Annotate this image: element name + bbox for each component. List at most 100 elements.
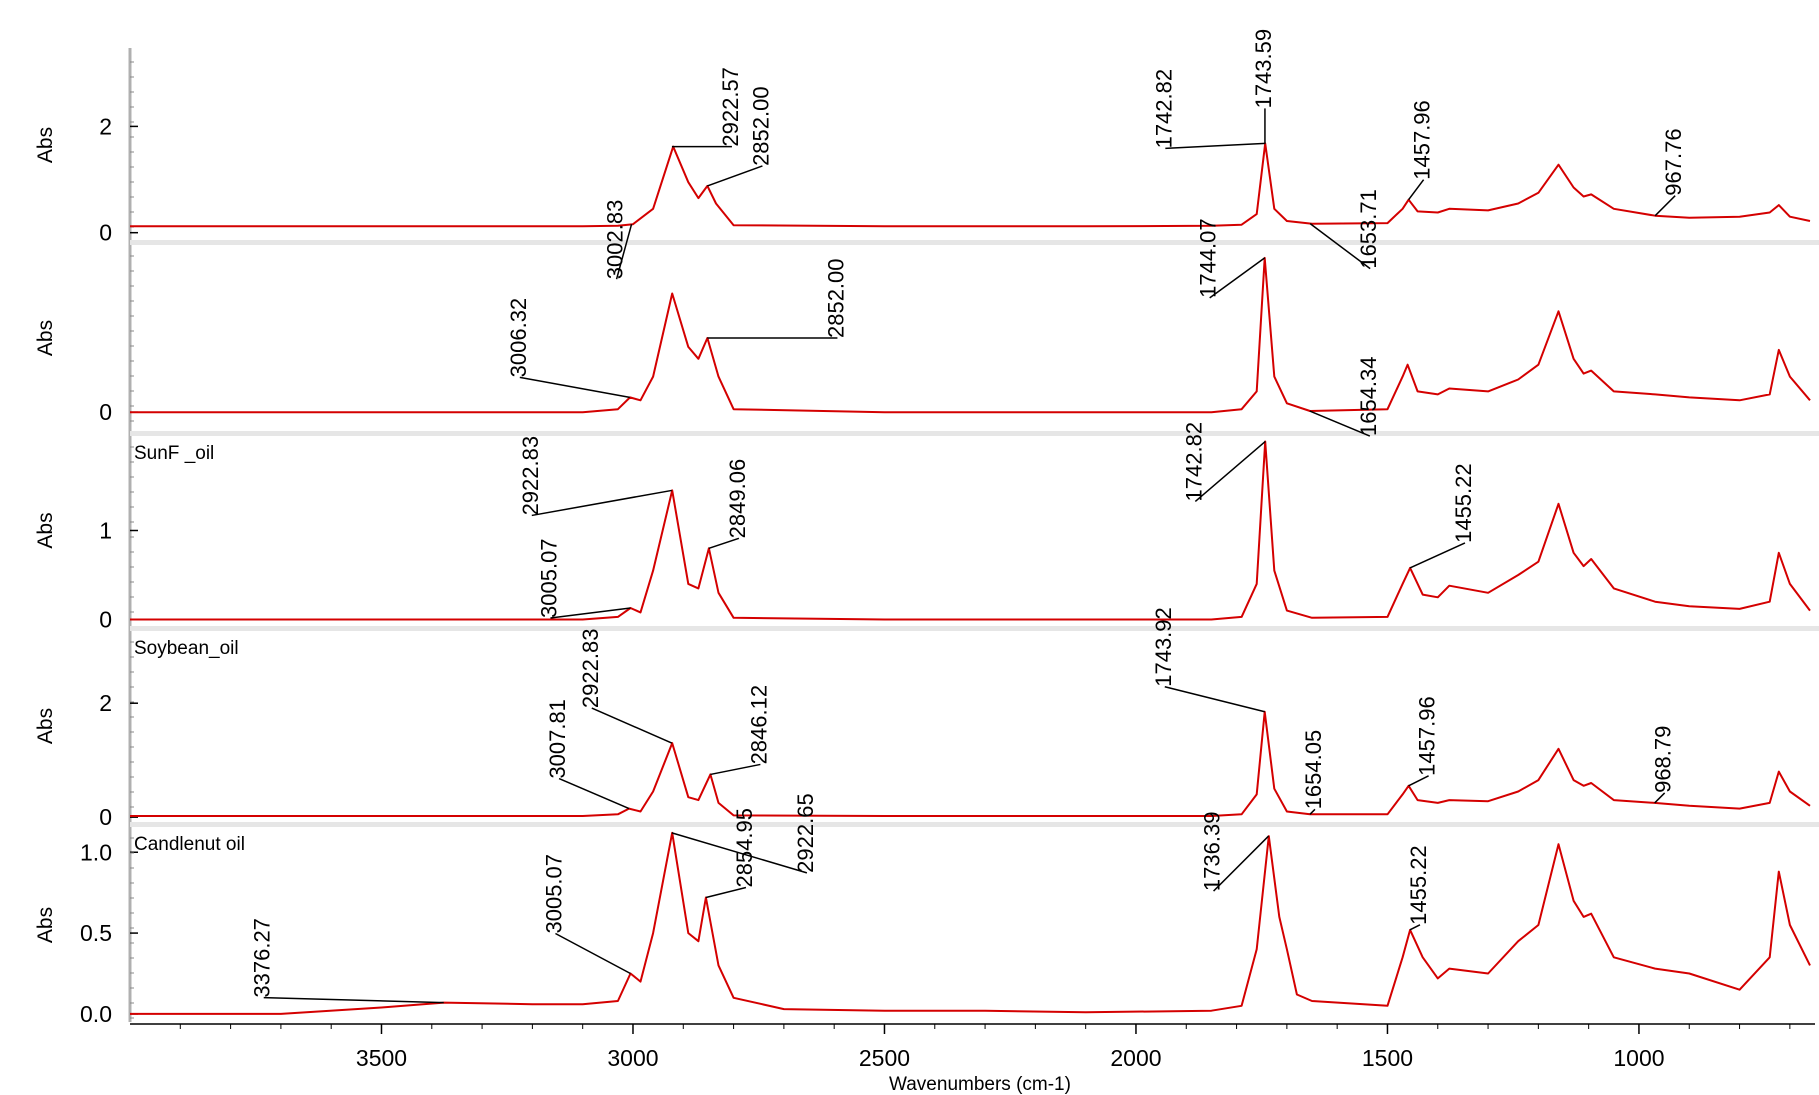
y-tick-label: 0.0 bbox=[80, 1001, 112, 1027]
panel-1: Abs 0 2 3002.83 2922.57 2852.00 1743.59 1742.82… bbox=[34, 29, 1811, 280]
peak-label: 2846.12 bbox=[746, 685, 771, 765]
peak-leader-line bbox=[1309, 410, 1371, 437]
peak-leader-line bbox=[1408, 775, 1429, 787]
panel-separator bbox=[130, 626, 1819, 631]
y-tick-label: 0 bbox=[99, 399, 112, 425]
peak-leader-line bbox=[671, 832, 808, 874]
peak-label: 1455.22 bbox=[1406, 845, 1431, 925]
x-tick-label: 2500 bbox=[859, 1045, 910, 1071]
panel-4: Abs 0 2 Soybean_oil 3007.81 2922.83 2846.12 174… bbox=[34, 607, 1811, 830]
panel-separator bbox=[130, 240, 1819, 245]
peak-leader-line bbox=[519, 376, 630, 399]
peak-leader-line bbox=[1309, 808, 1316, 815]
panel-label: Soybean_oil bbox=[134, 638, 239, 659]
y-axis-label: Abs bbox=[34, 907, 57, 943]
peak-leader-line bbox=[263, 996, 444, 1004]
y-tick-label: 1.0 bbox=[80, 839, 112, 865]
peak-leader-line bbox=[591, 707, 673, 744]
peak-leader-line bbox=[1213, 835, 1270, 892]
peak-label: 2852.00 bbox=[748, 86, 773, 166]
peak-leader-line bbox=[1194, 440, 1266, 503]
peak-label: 1457.96 bbox=[1410, 100, 1435, 180]
peak-label: 2854.95 bbox=[732, 808, 757, 888]
peak-label: 1654.05 bbox=[1301, 730, 1326, 810]
x-tick-label: 3500 bbox=[356, 1045, 407, 1071]
panel-label: Candlenut oil bbox=[134, 834, 245, 855]
peak-label: 3006.32 bbox=[506, 298, 531, 378]
y-tick-label: 0 bbox=[99, 804, 112, 830]
peak-leader-line bbox=[531, 489, 672, 517]
peak-label: 3007.81 bbox=[545, 699, 570, 779]
peak-label: 1654.34 bbox=[1356, 356, 1381, 436]
peak-label: 3002.83 bbox=[603, 200, 628, 280]
peak-label: 2922.83 bbox=[518, 436, 543, 516]
y-tick-label: 2 bbox=[99, 113, 112, 139]
y-tick-label: 0 bbox=[99, 607, 112, 633]
x-axis: 3500 3000 2500 2000 1500 1000 bbox=[130, 1023, 1815, 1071]
peak-label: 1744.07 bbox=[1196, 218, 1221, 298]
spectrum-trace bbox=[130, 142, 1811, 228]
panel-separators bbox=[128, 48, 1819, 1022]
peak-leader-line bbox=[705, 886, 747, 899]
peak-leader-line bbox=[1654, 195, 1676, 217]
peak-leader-line bbox=[1409, 924, 1421, 931]
peak-leader-line bbox=[1408, 179, 1425, 201]
y-tick-label: 1 bbox=[99, 518, 112, 544]
peak-leader-line bbox=[558, 777, 630, 810]
y-axis-label: Abs bbox=[34, 320, 57, 356]
peak-label: 3005.07 bbox=[541, 854, 566, 934]
spectrum-trace bbox=[130, 440, 1811, 621]
panel-separator bbox=[130, 822, 1819, 827]
peak-label: 2922.57 bbox=[718, 67, 743, 147]
peak-label: 1457.96 bbox=[1415, 696, 1440, 776]
peak-leader-line bbox=[550, 607, 631, 619]
peak-label: 1743.92 bbox=[1151, 607, 1176, 687]
x-tick-label: 1500 bbox=[1362, 1045, 1413, 1071]
peak-label: 1736.39 bbox=[1200, 812, 1225, 892]
spectrum-trace bbox=[130, 831, 1811, 1015]
peak-leader-line bbox=[1209, 257, 1266, 299]
x-tick-label: 1000 bbox=[1613, 1045, 1664, 1071]
panel-label: SunF _oil bbox=[134, 443, 214, 464]
peak-leader-line bbox=[1409, 542, 1466, 569]
x-axis-title: Wavenumbers (cm-1) bbox=[889, 1074, 1071, 1095]
panel-5: Abs 0.0 0.5 1.0 Candlenut oil 3376.27 3005.07 2… bbox=[34, 793, 1811, 1027]
peak-leader-line bbox=[615, 223, 633, 280]
peak-label: 1742.82 bbox=[1181, 422, 1206, 502]
peak-label: 3376.27 bbox=[250, 918, 275, 998]
peak-label: 968.79 bbox=[1651, 726, 1676, 793]
peak-label: 1743.59 bbox=[1251, 29, 1276, 109]
y-tick-label: 0.5 bbox=[80, 920, 112, 946]
peak-label: 2922.65 bbox=[793, 793, 818, 873]
peak-label: 1653.71 bbox=[1356, 189, 1381, 269]
y-axis-label: Abs bbox=[34, 127, 57, 163]
peak-label: 2852.00 bbox=[823, 258, 848, 338]
spectrum-trace bbox=[130, 710, 1811, 817]
panel-3: Abs 0 1 SunF _oil 3005.07 2922.83 2849.06 1742.… bbox=[34, 422, 1811, 633]
peak-label: 967.76 bbox=[1661, 128, 1686, 195]
peak-label: 2922.83 bbox=[578, 629, 603, 709]
peak-label: 3005.07 bbox=[536, 538, 561, 618]
peak-leader-line bbox=[708, 537, 740, 550]
x-tick-label: 3000 bbox=[607, 1045, 658, 1071]
peak-label: 2849.06 bbox=[725, 459, 750, 539]
peak-leader-line bbox=[707, 165, 763, 187]
x-tick-label: 2000 bbox=[1110, 1045, 1161, 1071]
y-tick-label: 2 bbox=[99, 690, 112, 716]
peak-label: 1742.82 bbox=[1151, 69, 1176, 149]
peak-label: 1455.22 bbox=[1451, 463, 1476, 543]
panel-separator bbox=[130, 431, 1819, 436]
y-axis-label: Abs bbox=[34, 512, 57, 548]
peak-leader-line bbox=[1165, 142, 1266, 150]
peak-leader-line bbox=[1309, 223, 1371, 270]
y-tick-label: 0 bbox=[99, 220, 112, 246]
panel-2: Abs 0 3006.32 2852.00 1744.07 1654.34 bbox=[34, 218, 1811, 437]
peak-leader-line bbox=[1654, 792, 1666, 804]
peak-leader-line bbox=[710, 763, 761, 776]
peak-leader-line bbox=[1164, 686, 1265, 713]
y-axis-label: Abs bbox=[34, 708, 57, 744]
spectrum-trace bbox=[130, 256, 1811, 414]
peak-leader-line bbox=[555, 932, 631, 975]
